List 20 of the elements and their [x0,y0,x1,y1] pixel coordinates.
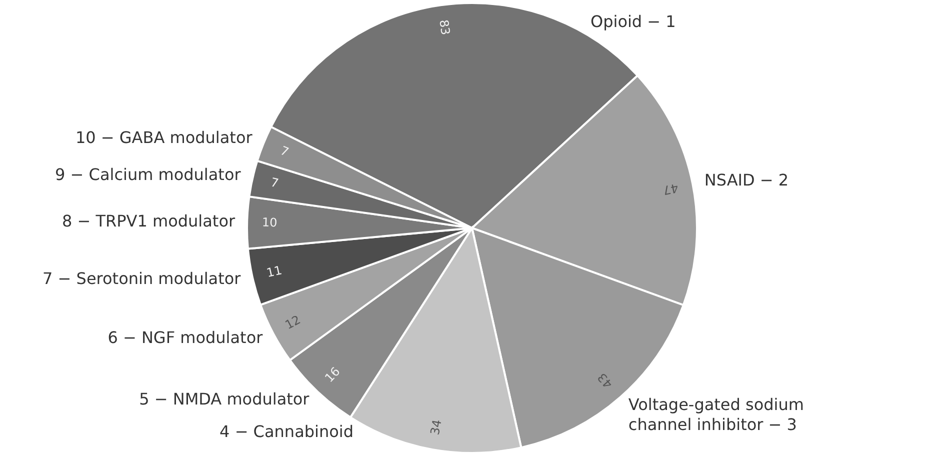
slice-label: 6 − NGF modulator [108,328,264,348]
data-label: 7 [278,143,291,160]
slice-label: Opioid − 1 [590,12,676,32]
slice-label: 5 − NMDA modulator [139,390,310,409]
slice-label: Voltage-gated sodium channel inhibitor − 3 [628,395,804,434]
slice-label: NSAID − 2 [704,170,789,190]
data-label: 43 [594,370,616,391]
slice-label: 7 − Serotonin modulator [42,269,242,288]
slice-label: 4 − Cannabinoid [220,422,354,442]
data-label: 34 [428,418,444,436]
data-label: 16 [322,364,343,386]
slice-label: 8 − TRPV1 modulator [62,212,236,231]
slice-label: 10 − GABA modulator [75,128,253,148]
slice-label: 9 − Calcium modulator [55,165,242,184]
data-label: 47 [662,180,680,198]
data-label: 83 [436,18,453,36]
data-label: 7 [269,175,280,190]
data-label: 12 [282,312,303,332]
data-label: 11 [265,263,284,280]
data-label: 10 [262,215,278,230]
